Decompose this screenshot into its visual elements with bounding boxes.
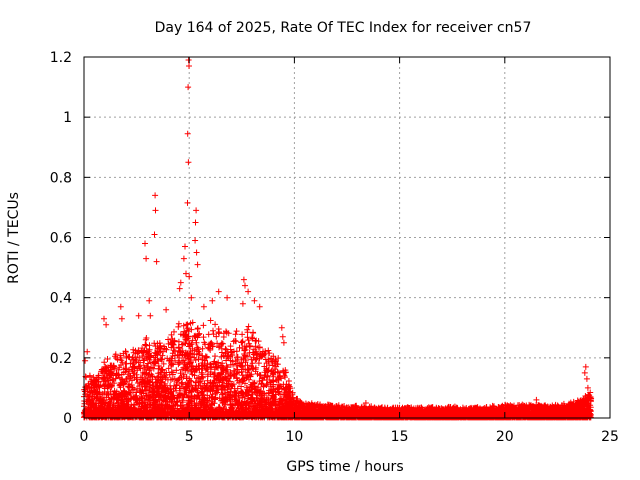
data-points [81,57,595,421]
data-point [581,369,588,376]
axis-ticks: 0 5 10 15 20 25 0 0.2 0.4 0.6 0.8 1 1.2 [50,50,619,445]
data-point [192,237,199,244]
data-point [239,300,246,307]
data-point [256,303,263,310]
data-point [251,297,258,304]
data-point [280,339,287,346]
data-point [142,240,148,247]
data-point [163,306,170,313]
y-tick-label: 1.2 [50,50,72,66]
data-point [242,282,248,289]
data-point [143,255,150,262]
y-tick-label: 0.8 [50,170,72,186]
data-point [176,285,183,292]
data-point [279,333,286,340]
data-point [240,276,247,283]
data-point [84,348,91,355]
data-point [186,273,193,280]
x-tick-label: 20 [496,429,514,445]
data-point [151,231,158,238]
data-point [186,63,192,69]
data-point [185,159,192,166]
y-tick-label: 0.4 [50,291,72,307]
data-point [184,199,191,206]
data-point [118,315,125,322]
y-tick-label: 0.6 [50,231,72,247]
data-point [193,249,200,256]
data-point [152,192,159,199]
data-point [177,279,184,286]
chart-title: Day 164 of 2025, Rate Of TEC Index for r… [155,20,532,36]
x-tick-label: 15 [391,429,409,445]
data-point [82,357,89,364]
data-point [200,303,207,310]
data-point [184,130,191,137]
data-point [193,207,200,214]
data-point [146,297,153,304]
data-point [209,297,216,304]
data-point [188,294,195,301]
data-point [117,303,124,310]
data-point [185,57,192,63]
x-tick-label: 5 [185,429,194,445]
data-point [101,315,107,322]
data-point [533,396,540,403]
data-point [192,219,199,226]
data-point [180,255,187,262]
data-point [183,270,189,277]
data-point [135,312,142,319]
y-tick-label: 1 [63,110,72,126]
data-point [153,258,160,265]
y-tick-label: 0.2 [50,351,72,367]
data-point [278,324,285,331]
data-point [103,321,110,328]
data-point [152,207,159,214]
x-tick-label: 25 [601,429,619,445]
y-tick-label: 0 [63,411,72,427]
x-tick-label: 10 [285,429,303,445]
point-cloud [81,317,595,421]
data-point [182,243,188,250]
data-point [147,312,154,319]
data-point [583,375,590,382]
x-tick-label: 0 [80,429,89,445]
data-point [224,294,231,301]
data-point [584,384,591,391]
data-point [362,400,369,406]
y-axis-label: ROTI / TECUs [6,192,22,284]
data-point [185,84,192,91]
data-point [245,288,252,295]
data-point [194,261,201,268]
data-point [582,363,589,370]
x-axis-label: GPS time / hours [286,459,403,475]
data-point [215,288,222,295]
